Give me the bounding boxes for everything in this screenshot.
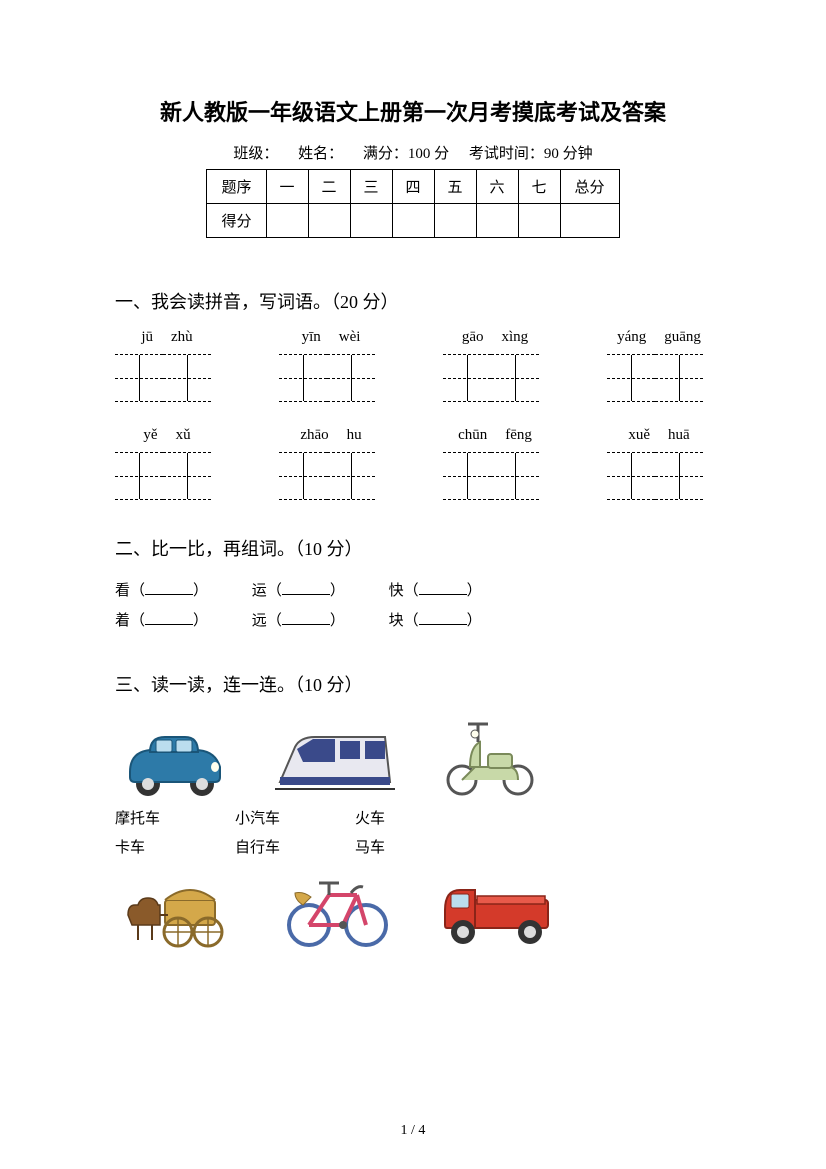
q2-item: 运（）: [252, 576, 345, 606]
carriage-icon: [120, 870, 240, 950]
char-box[interactable]: [327, 452, 375, 500]
pinyin: yáng: [617, 329, 646, 346]
table-cell: 三: [350, 170, 392, 204]
q3-label: 火车: [355, 807, 475, 828]
char-box[interactable]: [491, 354, 539, 402]
pinyin: hu: [347, 427, 362, 444]
char-box[interactable]: [655, 354, 703, 402]
table-cell[interactable]: [308, 204, 350, 238]
scooter-icon: [440, 712, 540, 797]
time-label: 考试时间：90 分钟: [469, 146, 593, 162]
grid-row: [115, 452, 711, 500]
table-cell: 七: [518, 170, 560, 204]
q1-title: 一、我会读拼音，写词语。（20 分）: [115, 288, 711, 314]
blank[interactable]: [145, 594, 193, 595]
full-score-label: 满分：100 分: [363, 146, 449, 162]
table-cell: 题序: [207, 170, 266, 204]
blank[interactable]: [145, 624, 193, 625]
grid-row: [115, 354, 711, 402]
q3-images-row-1: [120, 712, 711, 797]
char-box[interactable]: [279, 452, 327, 500]
car-icon: [120, 722, 230, 797]
blank[interactable]: [419, 594, 467, 595]
char-box[interactable]: [491, 452, 539, 500]
char-box[interactable]: [607, 452, 655, 500]
table-cell[interactable]: [392, 204, 434, 238]
char-box[interactable]: [163, 354, 211, 402]
q3-label: 自行车: [235, 836, 355, 857]
pinyin: chūn: [458, 427, 487, 444]
bicycle-icon: [285, 865, 390, 950]
pinyin: guāng: [664, 329, 701, 346]
table-cell: 六: [476, 170, 518, 204]
blank[interactable]: [282, 624, 330, 625]
char-box[interactable]: [607, 354, 655, 402]
pinyin: zhāo: [300, 427, 328, 444]
name-label: 姓名：: [298, 146, 343, 162]
blank[interactable]: [282, 594, 330, 595]
table-cell: 二: [308, 170, 350, 204]
q3-label: 马车: [355, 836, 475, 857]
q2-rows: 看（） 运（） 快（） 着（） 远（） 块（）: [115, 576, 711, 636]
q2-item: 远（）: [252, 606, 345, 636]
char-box[interactable]: [655, 452, 703, 500]
question-2: 二、比一比，再组词。（10 分） 看（） 运（） 快（） 着（） 远（） 块（）: [115, 535, 711, 636]
pinyin: xuě: [628, 427, 650, 444]
pinyin: wèi: [339, 329, 361, 346]
q2-title: 二、比一比，再组词。（10 分）: [115, 535, 711, 561]
q3-label: 小汽车: [235, 807, 355, 828]
question-1: 一、我会读拼音，写词语。（20 分） jū zhù yīn wèi gāo xìng …: [115, 288, 711, 500]
q2-item: 着（）: [115, 606, 208, 636]
q3-label: 卡车: [115, 836, 235, 857]
class-label: 班级：: [233, 146, 278, 162]
pinyin: yě: [143, 427, 157, 444]
table-row: 得分: [207, 204, 619, 238]
char-box[interactable]: [279, 354, 327, 402]
char-box[interactable]: [115, 354, 163, 402]
char-box[interactable]: [163, 452, 211, 500]
char-box[interactable]: [443, 354, 491, 402]
pinyin: yīn: [302, 329, 321, 346]
table-cell[interactable]: [560, 204, 619, 238]
char-box[interactable]: [443, 452, 491, 500]
train-icon: [275, 727, 395, 797]
pinyin: fēng: [505, 427, 532, 444]
q2-item: 块（）: [389, 606, 482, 636]
table-cell: 四: [392, 170, 434, 204]
pinyin-row: yě xǔ zhāo hu chūn fēng xuě huā: [115, 427, 711, 444]
page-number: 1 / 4: [0, 1123, 826, 1139]
question-3: 三、读一读，连一连。（10 分）: [115, 671, 711, 950]
table-cell: 得分: [207, 204, 266, 238]
pinyin: xìng: [502, 329, 529, 346]
pinyin: huā: [668, 427, 690, 444]
pinyin: jū: [141, 329, 153, 346]
q2-item: 看（）: [115, 576, 208, 606]
q2-item: 快（）: [389, 576, 482, 606]
char-box[interactable]: [327, 354, 375, 402]
q3-labels-row-1: 摩托车 小汽车 火车: [115, 807, 711, 828]
table-cell[interactable]: [266, 204, 308, 238]
table-cell: 一: [266, 170, 308, 204]
score-table: 题序 一 二 三 四 五 六 七 总分 得分: [206, 169, 619, 238]
q3-label: 摩托车: [115, 807, 235, 828]
blank[interactable]: [419, 624, 467, 625]
table-row: 题序 一 二 三 四 五 六 七 总分: [207, 170, 619, 204]
pinyin: zhù: [171, 329, 193, 346]
table-cell[interactable]: [350, 204, 392, 238]
meta-row: 班级： 姓名： 满分：100 分 考试时间：90 分钟: [115, 142, 711, 163]
table-cell: 总分: [560, 170, 619, 204]
q3-labels-row-2: 卡车 自行车 马车: [115, 836, 711, 857]
truck-icon: [435, 870, 555, 950]
table-cell[interactable]: [476, 204, 518, 238]
table-cell[interactable]: [434, 204, 476, 238]
table-cell[interactable]: [518, 204, 560, 238]
char-box[interactable]: [115, 452, 163, 500]
q3-title: 三、读一读，连一连。（10 分）: [115, 671, 711, 697]
page-title: 新人教版一年级语文上册第一次月考摸底考试及答案: [115, 95, 711, 127]
q3-images-row-2: [120, 865, 711, 950]
pinyin: gāo: [462, 329, 484, 346]
table-cell: 五: [434, 170, 476, 204]
pinyin-row: jū zhù yīn wèi gāo xìng yáng guāng: [115, 329, 711, 346]
pinyin: xǔ: [176, 427, 191, 444]
